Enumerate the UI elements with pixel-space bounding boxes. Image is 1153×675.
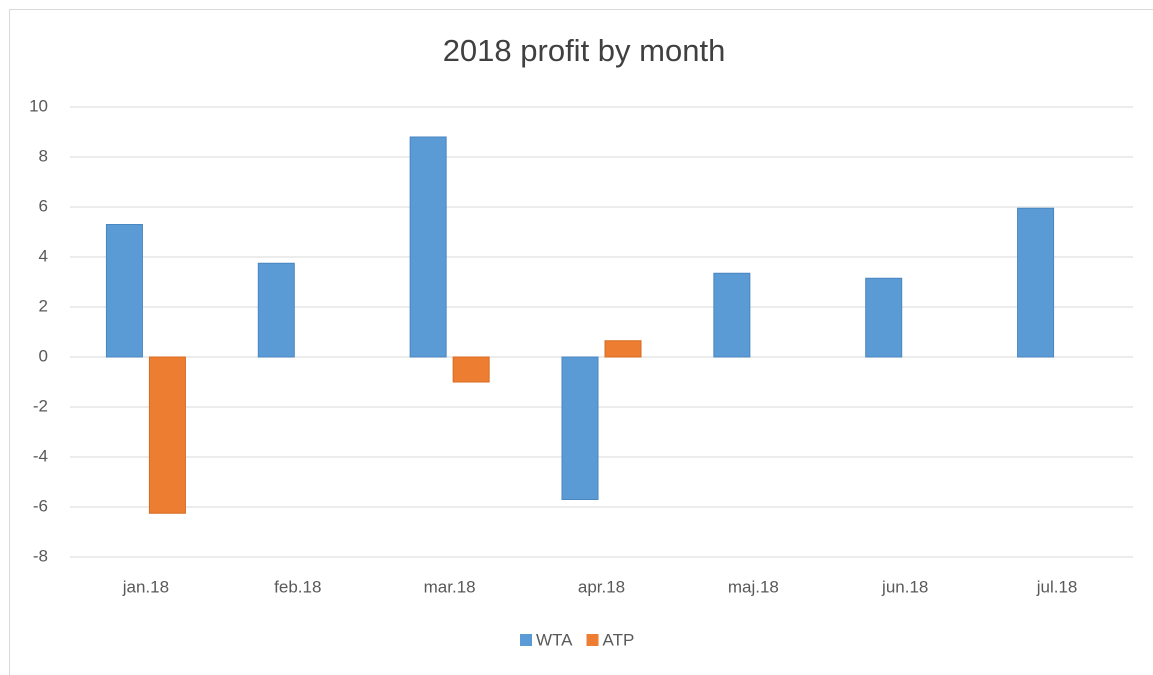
bar [604,340,642,358]
x-tick-label: apr.18 [578,577,625,596]
legend-label: ATP [603,630,635,649]
y-tick-label: -8 [33,546,48,565]
y-tick-label: 2 [39,296,48,315]
bar [409,136,447,358]
x-tick-label: feb.18 [274,577,321,596]
bar [865,277,903,358]
legend-swatch [586,634,599,646]
chart-title: 2018 profit by month [443,33,726,68]
bar [105,224,143,358]
x-tick-label: jan.18 [122,577,169,596]
bar [452,356,490,383]
x-tick-label: mar.18 [424,577,476,596]
legend-label: WTA [536,630,573,649]
bar [148,356,186,514]
x-tick-label: jun.18 [881,577,928,596]
chart-border [9,9,1153,675]
x-tick-label: maj.18 [728,577,779,596]
y-tick-label: 0 [39,346,48,365]
bar [713,272,751,358]
y-tick-label: 10 [29,96,48,115]
y-tick-label: -6 [33,496,48,515]
y-tick-label: -4 [33,446,48,465]
x-tick-label: jul.18 [1036,577,1078,596]
y-tick-label: 8 [39,146,48,165]
y-tick-label: 4 [39,246,48,265]
bar [561,356,599,500]
bar [1017,207,1055,358]
legend-swatch [520,634,532,646]
bar [257,262,295,358]
y-tick-label: -2 [33,396,48,415]
y-tick-label: 6 [39,196,48,215]
